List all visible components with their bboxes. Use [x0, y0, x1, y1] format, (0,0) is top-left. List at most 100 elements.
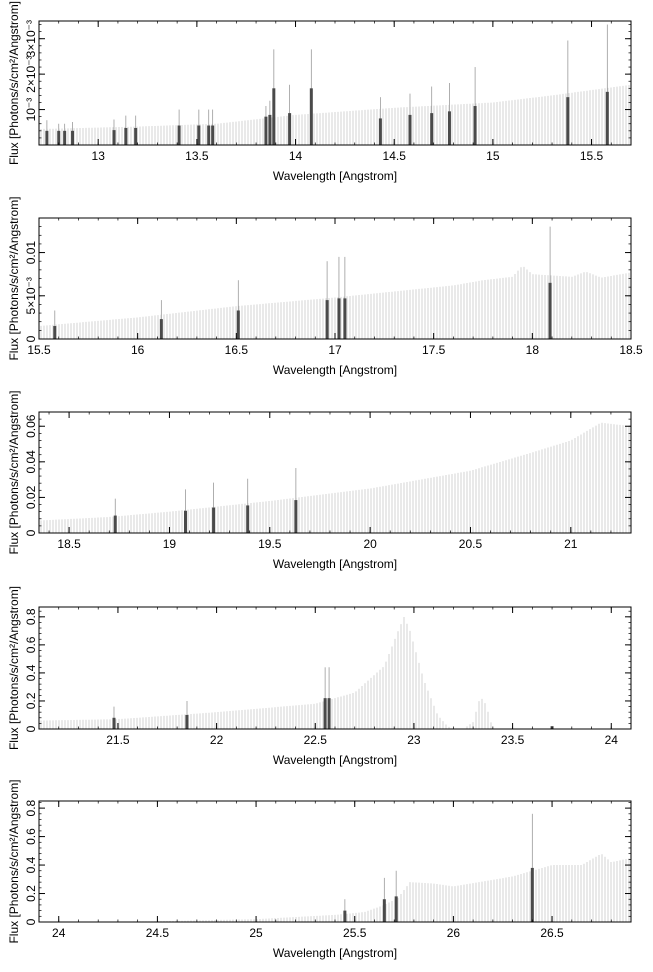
x-tick-label: 26 — [447, 926, 461, 940]
emission-line-bar — [327, 698, 331, 729]
emission-line-bar — [378, 118, 382, 145]
x-tick-label: 14.5 — [383, 149, 407, 163]
emission-line-bar — [113, 515, 117, 533]
emission-line-bar — [566, 97, 570, 145]
emission-line-bar — [447, 111, 451, 145]
emission-line-bar — [343, 298, 347, 339]
y-tick-label: 0.2 — [24, 885, 38, 902]
y-tick-label: 2×10⁻³ — [24, 55, 38, 92]
emission-line-bar — [183, 510, 187, 533]
x-tick-label: 15 — [486, 149, 500, 163]
y-tick-label: 0 — [24, 529, 38, 536]
emission-line-bar — [197, 125, 201, 145]
y-axis-label: Flux [Photons/s/cm²/Angstrom] — [7, 196, 21, 360]
x-tick-label: 13 — [92, 149, 106, 163]
y-tick-label: 0.2 — [24, 692, 38, 709]
emission-line-bar — [63, 130, 67, 145]
y-tick-label: 0.8 — [24, 799, 38, 816]
x-axis-label: Wavelength [Angstrom] — [273, 753, 397, 767]
x-tick-label: 16 — [131, 343, 145, 357]
emission-line-bar — [268, 114, 272, 145]
emission-line-bar — [473, 106, 477, 145]
y-tick-label: 0.8 — [24, 608, 38, 625]
x-tick-label: 21.5 — [106, 733, 130, 747]
emission-line-bar — [325, 300, 329, 339]
y-axis-label: Flux [Photons/s/cm²/Angstrom] — [7, 390, 21, 554]
y-tick-label: 0.04 — [24, 450, 38, 474]
plot-frame — [38, 411, 632, 534]
emission-line-bar — [309, 88, 313, 145]
continuum-model — [124, 854, 630, 922]
y-tick-label: 0.4 — [24, 856, 38, 873]
x-tick-label: 26.5 — [540, 926, 564, 940]
x-tick-label: 15.5 — [580, 149, 604, 163]
emission-line-bar — [159, 319, 163, 339]
x-tick-label: 24 — [605, 733, 619, 747]
emission-line-bar — [71, 130, 75, 145]
emission-line-bar — [548, 282, 552, 339]
x-tick-label: 15.5 — [27, 343, 51, 357]
x-tick-label: 18 — [526, 343, 540, 357]
chart-panel-3: 18.5 19 19.5 20 20.5 21 0 0.02 0.04 0.06 Wavelengt… — [7, 390, 632, 571]
emission-line-bar — [323, 698, 327, 729]
x-tick-label: 25 — [249, 926, 263, 940]
continuum-model — [40, 422, 630, 533]
y-axis-label: Flux [Photons/s/cm²/Angstrom] — [7, 779, 21, 943]
emission-line-bar — [382, 899, 386, 922]
x-axis-label: Wavelength [Angstrom] — [273, 363, 397, 377]
x-tick-label: 21 — [564, 537, 578, 551]
y-tick-label: 0.02 — [24, 485, 38, 509]
emission-line-bar — [605, 91, 609, 145]
x-tick-label: 22.5 — [304, 733, 328, 747]
emission-line-bar — [337, 298, 341, 339]
y-tick-label: 0.06 — [24, 414, 38, 438]
x-tick-label: 17 — [328, 343, 342, 357]
y-tick-label: 0.6 — [24, 828, 38, 845]
x-axis-label: Wavelength [Angstrom] — [273, 946, 397, 960]
emission-line-bar — [207, 125, 211, 145]
x-tick-label: 24.5 — [146, 926, 170, 940]
continuum-model — [40, 616, 492, 729]
x-tick-label: 19.5 — [258, 537, 282, 551]
y-tick-label: 0.01 — [24, 241, 38, 265]
emission-line-bar — [177, 125, 181, 145]
y-axis-label: Flux [Photons/s/cm²/Angstrom] — [7, 1, 21, 165]
emission-line-bar — [53, 326, 57, 339]
y-tick-label: 0 — [24, 918, 38, 925]
x-tick-label: 14 — [289, 149, 303, 163]
continuum-model — [40, 85, 630, 145]
x-axis-label: Wavelength [Angstrom] — [273, 557, 397, 571]
emission-line-bar — [185, 714, 189, 729]
emission-line-bar — [236, 310, 240, 339]
chart-panel-1: 13 13.5 14 14.5 15 15.5 10⁻³ 2×10⁻³3×10⁻³ Wavele… — [7, 1, 632, 183]
y-tick-label: 0.6 — [24, 636, 38, 653]
emission-line-bar — [408, 114, 412, 145]
emission-line-bar — [530, 867, 534, 922]
y-tick-label: 0.4 — [24, 664, 38, 681]
chart-panel-2: 15.5 16 16.5 17 17.5 18 18.5 0 5×10⁻³ 0.01 Wavelen… — [7, 196, 643, 377]
y-axis-label: Flux [Photons/s/cm²/Angstrom] — [7, 586, 21, 750]
chart-panel-5: 24 24.5 25 25.5 26 26.5 0 0.2 0.4 0.6 0.8 Wavelengt… — [7, 779, 632, 960]
y-tick-label: 5×10⁻³ — [24, 277, 38, 314]
emission-line-bar — [430, 113, 434, 145]
emission-line-bar — [212, 507, 216, 533]
x-axis-label: Wavelength [Angstrom] — [273, 169, 397, 183]
x-tick-label: 18.5 — [57, 537, 81, 551]
y-tick-label: 0 — [24, 725, 38, 732]
y-tick-label: 10⁻³ — [24, 98, 38, 122]
emission-line-bar — [112, 130, 116, 145]
x-tick-label: 24 — [52, 926, 66, 940]
x-tick-label: 22 — [210, 733, 224, 747]
y-tick-label: 0 — [24, 335, 38, 342]
x-tick-label: 13.5 — [185, 149, 209, 163]
x-tick-label: 20.5 — [459, 537, 483, 551]
emission-line-bar — [264, 116, 268, 145]
emission-line-bar — [294, 500, 298, 533]
x-tick-label: 16.5 — [225, 343, 249, 357]
chart-panel-4: 21.5 22 22.5 23 23.5 24 0 0.2 0.4 0.6 0.8 Wavelengt… — [7, 586, 632, 767]
emission-line-bar — [394, 896, 398, 922]
emission-line-bar — [57, 130, 61, 145]
x-tick-label: 20 — [363, 537, 377, 551]
emission-line-bar — [246, 505, 250, 533]
